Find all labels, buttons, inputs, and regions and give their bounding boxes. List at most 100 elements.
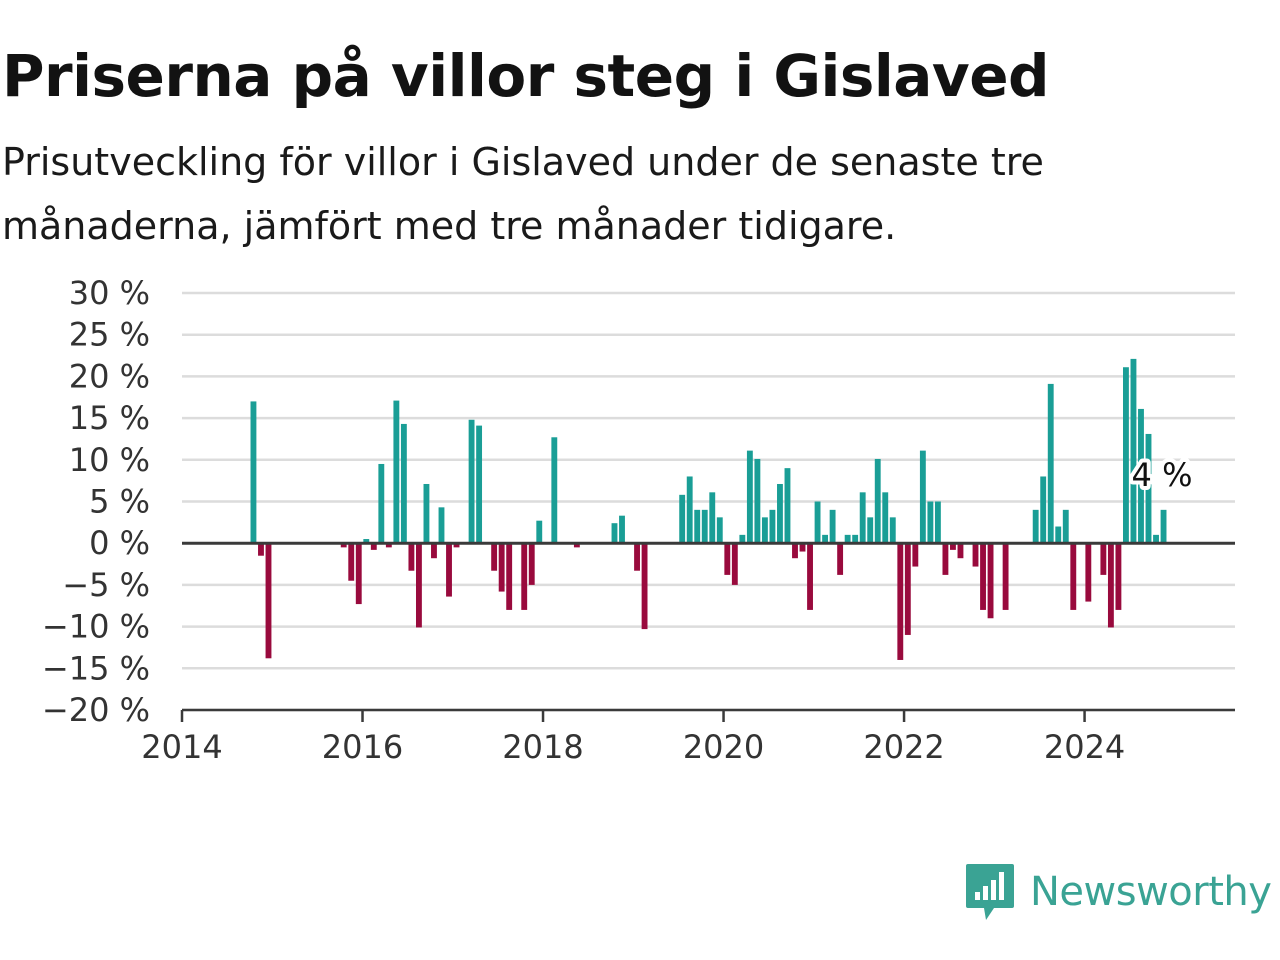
bar-chart: 30 % 25 %20 % 15 % 10 % 5 %0 % −5 % −10 %−15 %… bbox=[42, 274, 1235, 766]
y-tick-label: 15 % bbox=[69, 399, 150, 437]
bar bbox=[393, 400, 400, 544]
y-tick-label: −20 % bbox=[42, 691, 150, 729]
bar bbox=[1138, 408, 1144, 544]
y-tick-label: 0 % bbox=[89, 524, 150, 562]
newsworthy-logo-icon bbox=[966, 864, 1014, 920]
bar bbox=[431, 543, 437, 559]
bar bbox=[355, 543, 362, 605]
x-tick-label: 2014 bbox=[141, 728, 222, 766]
bar bbox=[882, 492, 889, 544]
data-bars bbox=[250, 358, 1167, 660]
bar bbox=[799, 543, 806, 552]
bar bbox=[521, 543, 528, 610]
bar bbox=[506, 543, 513, 610]
brand-name: Newsworthy bbox=[1030, 869, 1272, 915]
value-annotation: 4 % bbox=[1128, 452, 1197, 498]
x-tick-label: 2020 bbox=[683, 728, 764, 766]
bar bbox=[942, 543, 949, 575]
newsworthy-brand: Newsworthy bbox=[964, 860, 1272, 924]
bar bbox=[807, 543, 813, 610]
bar bbox=[1145, 433, 1152, 544]
bar bbox=[551, 437, 558, 544]
chart-subtitle: Prisutveckling för villor i Gislaved und… bbox=[2, 140, 1044, 248]
bar bbox=[709, 492, 716, 544]
bar bbox=[378, 463, 385, 544]
bar bbox=[1040, 476, 1047, 544]
bar bbox=[844, 534, 851, 544]
bar bbox=[573, 543, 580, 548]
y-axis-tick-labels: 30 % 25 %20 % 15 % 10 % 5 %0 % −5 % −10 %−15 %… bbox=[42, 274, 150, 729]
bar bbox=[814, 501, 821, 544]
bar bbox=[385, 543, 392, 548]
bar bbox=[1085, 543, 1092, 602]
bar bbox=[837, 543, 844, 575]
bar bbox=[950, 543, 956, 550]
bar bbox=[957, 543, 964, 559]
y-tick-label: 20 % bbox=[69, 357, 150, 395]
bar bbox=[641, 543, 648, 630]
bar bbox=[536, 520, 543, 544]
bar bbox=[701, 509, 708, 544]
bar bbox=[1115, 543, 1122, 610]
bar bbox=[363, 539, 370, 544]
bar bbox=[1062, 509, 1069, 544]
bar bbox=[980, 543, 986, 610]
bar bbox=[1032, 509, 1039, 544]
x-tick-label: 2024 bbox=[1044, 728, 1125, 766]
bar bbox=[874, 458, 881, 544]
bar bbox=[769, 509, 776, 544]
bar bbox=[1070, 543, 1077, 610]
bar bbox=[348, 543, 355, 581]
y-tick-label: 25 % bbox=[69, 316, 150, 354]
bar bbox=[1100, 543, 1107, 575]
x-tick-label: 2018 bbox=[502, 728, 583, 766]
bar bbox=[265, 543, 272, 659]
bar bbox=[1123, 367, 1129, 544]
bar bbox=[792, 543, 798, 559]
bar bbox=[423, 483, 430, 544]
bar bbox=[852, 534, 859, 544]
bar bbox=[694, 509, 701, 544]
annotation-label: 4 % bbox=[1132, 456, 1193, 494]
bar bbox=[446, 543, 452, 597]
bar bbox=[987, 543, 994, 619]
bar bbox=[438, 507, 445, 544]
bar bbox=[453, 543, 460, 548]
bar bbox=[829, 509, 836, 544]
bar bbox=[972, 543, 979, 567]
y-tick-label: 10 % bbox=[69, 441, 150, 479]
bar bbox=[912, 543, 919, 567]
y-tick-label: −5 % bbox=[62, 566, 150, 604]
bar bbox=[340, 543, 347, 548]
bar bbox=[370, 543, 377, 550]
bar bbox=[784, 468, 791, 544]
bar bbox=[761, 517, 768, 544]
bar bbox=[1130, 358, 1137, 544]
y-tick-label: −10 % bbox=[42, 608, 150, 646]
bar bbox=[859, 492, 866, 544]
bar bbox=[634, 543, 640, 571]
bar bbox=[468, 419, 475, 544]
bar bbox=[904, 543, 911, 635]
bar bbox=[1160, 509, 1167, 544]
bar bbox=[400, 423, 407, 544]
bar bbox=[679, 494, 686, 544]
bar bbox=[919, 450, 926, 544]
bar bbox=[867, 517, 874, 544]
bar bbox=[739, 534, 746, 544]
x-tick-label: 2022 bbox=[863, 728, 944, 766]
bar bbox=[619, 515, 625, 544]
bar bbox=[491, 543, 498, 571]
bar bbox=[258, 543, 264, 556]
bar bbox=[777, 483, 783, 544]
bar bbox=[1002, 543, 1009, 610]
bar bbox=[611, 523, 618, 544]
bar bbox=[408, 543, 415, 571]
bar bbox=[686, 476, 693, 544]
bar bbox=[934, 501, 941, 544]
bar bbox=[746, 450, 753, 544]
bar bbox=[1107, 543, 1114, 628]
bar bbox=[754, 458, 761, 544]
bar bbox=[1153, 534, 1159, 544]
bar bbox=[724, 543, 731, 575]
